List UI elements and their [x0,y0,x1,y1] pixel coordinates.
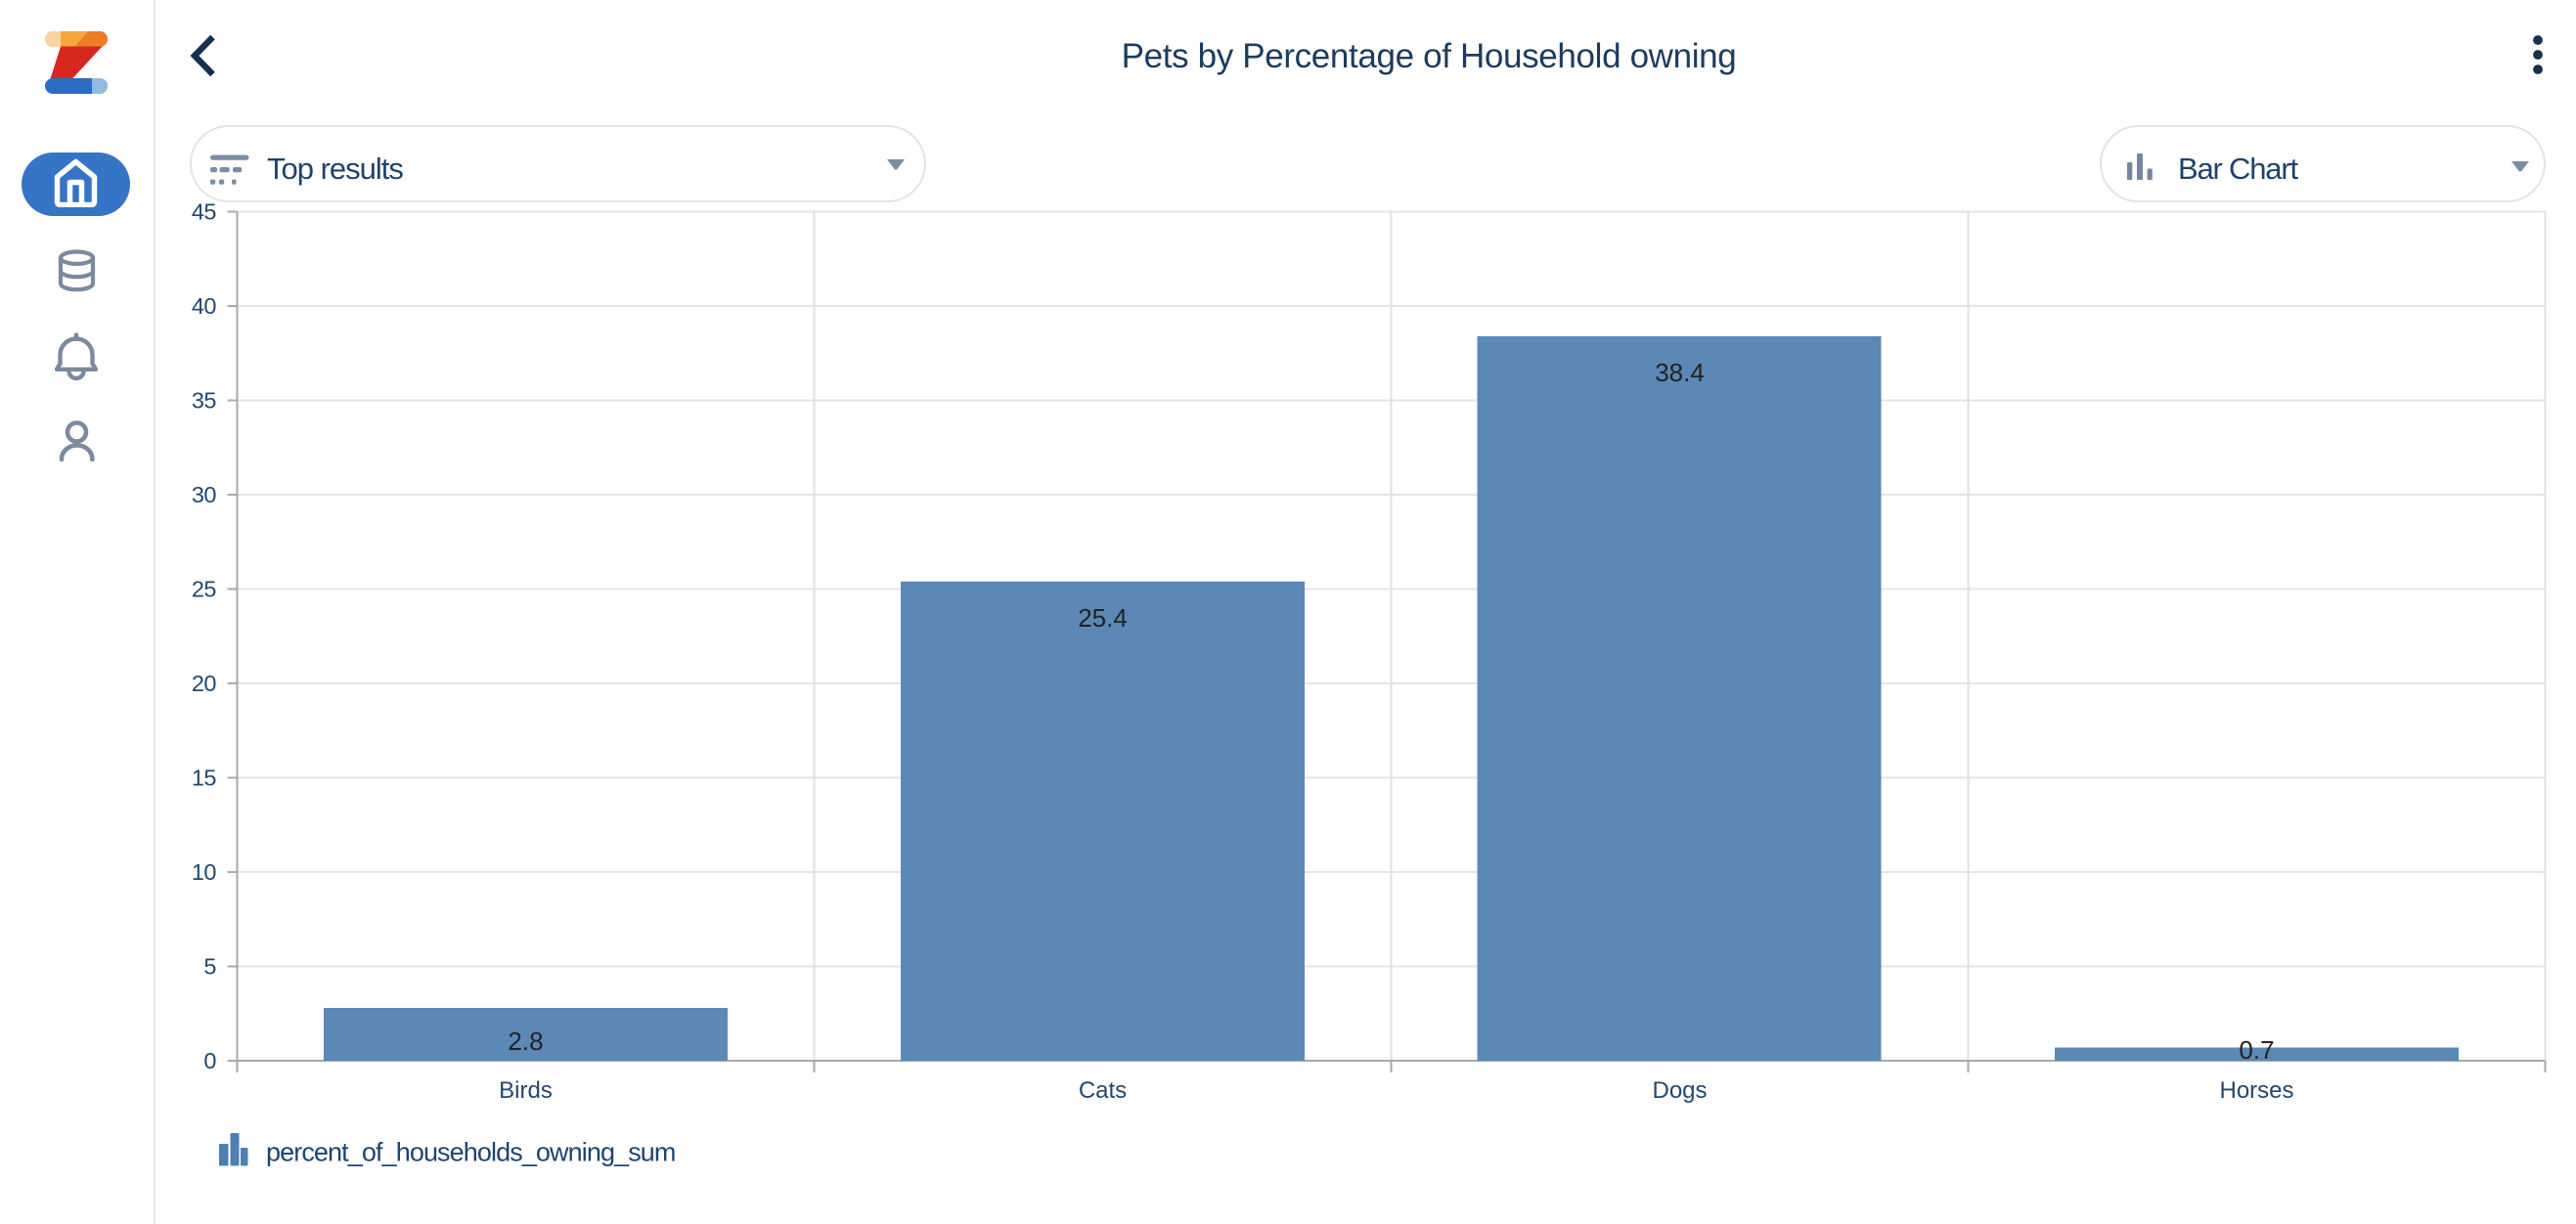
svg-text:Dogs: Dogs [1652,1077,1707,1104]
svg-text:Birds: Birds [499,1077,553,1104]
svg-text:10: 10 [192,859,217,885]
svg-text:30: 30 [192,482,217,507]
svg-text:15: 15 [192,765,217,791]
svg-text:percent_of_households_owning_s: percent_of_households_owning_sum [266,1138,676,1167]
svg-text:0: 0 [203,1048,216,1073]
svg-text:Horses: Horses [2219,1077,2293,1104]
svg-text:25.4: 25.4 [1078,603,1128,633]
svg-text:0.7: 0.7 [2239,1035,2274,1065]
svg-text:25: 25 [192,577,217,602]
svg-text:40: 40 [192,293,217,319]
svg-text:20: 20 [192,671,217,696]
svg-text:Cats: Cats [1079,1077,1127,1104]
svg-text:35: 35 [192,388,217,414]
svg-text:45: 45 [192,199,217,225]
svg-text:2.8: 2.8 [508,1027,543,1056]
svg-text:5: 5 [203,954,216,980]
svg-text:38.4: 38.4 [1655,358,1705,387]
